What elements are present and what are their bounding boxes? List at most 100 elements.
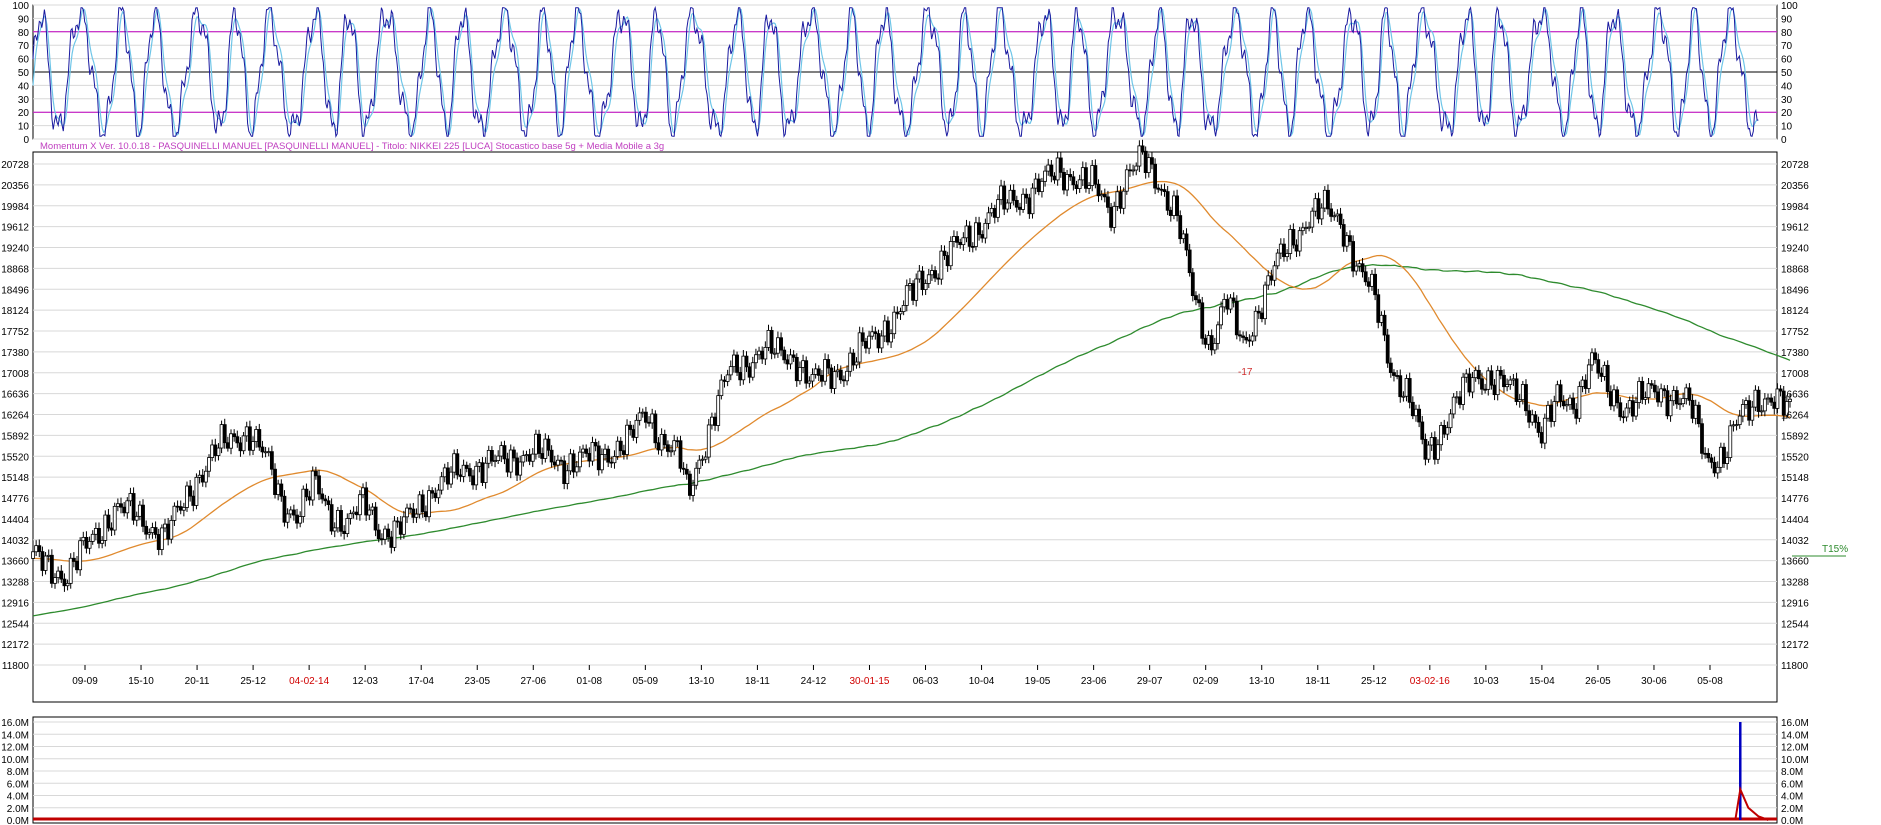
candle-body <box>1778 388 1783 392</box>
price-tick-label: 19240 <box>1781 244 1809 255</box>
candle-body <box>1533 414 1538 423</box>
candle-body <box>1480 378 1484 390</box>
candle-body <box>1555 384 1560 402</box>
candle-body <box>1285 253 1290 258</box>
candle-body <box>1772 401 1777 409</box>
moving-average-long <box>32 263 1791 617</box>
candle-body <box>1058 157 1063 173</box>
candle-body <box>788 354 793 365</box>
candle-body <box>59 570 64 580</box>
candle-body <box>776 337 780 354</box>
candle-body <box>1445 427 1450 435</box>
candle-body <box>471 475 475 486</box>
candle-body <box>1247 339 1252 342</box>
candle-body <box>593 442 598 447</box>
candle-body <box>442 467 447 478</box>
candle-body <box>213 444 218 456</box>
candle-body <box>829 367 834 389</box>
candle-body <box>1115 191 1120 207</box>
candle-body <box>1382 314 1387 336</box>
stochastic-tick-label: 0 <box>1781 135 1787 146</box>
candle-body <box>1662 388 1667 392</box>
date-tick-label: 01-08 <box>577 676 603 687</box>
candle-body <box>1106 196 1110 208</box>
candle-body <box>260 446 265 453</box>
candle-body <box>1049 164 1054 177</box>
candle-body <box>750 362 755 378</box>
price-tick-label: 12916 <box>1781 598 1809 609</box>
candle-body <box>1690 399 1695 419</box>
candle-body <box>1238 334 1242 337</box>
candle-body <box>794 356 799 382</box>
candle-body <box>666 444 670 452</box>
candle-body <box>1502 374 1506 388</box>
candle-body <box>596 445 601 471</box>
candle-body <box>1571 397 1576 410</box>
candle-body <box>1520 384 1525 401</box>
candle-body <box>1256 310 1261 314</box>
candle-body <box>1734 424 1739 427</box>
candle-body <box>659 434 664 451</box>
price-tick-label: 12172 <box>1 640 29 651</box>
candle-body <box>254 429 259 443</box>
price-tick-label: 12172 <box>1781 640 1809 651</box>
price-tick-label: 18868 <box>1781 264 1809 275</box>
candle-body <box>1071 176 1076 186</box>
price-tick-label: 17752 <box>1781 327 1809 338</box>
candle-body <box>1153 163 1157 189</box>
price-tick-label: 19240 <box>1 244 29 255</box>
candle-body <box>1307 226 1312 229</box>
candle-body <box>999 185 1003 201</box>
candle-body <box>119 503 123 508</box>
candle-body <box>1668 400 1673 417</box>
candle-body <box>348 513 353 519</box>
price-tick-label: 12916 <box>1 598 29 609</box>
candle-body <box>688 473 692 496</box>
stochastic-tick-label: 90 <box>1781 14 1793 25</box>
candle-body <box>992 207 997 218</box>
candle-body <box>892 311 897 335</box>
candle-body <box>1750 406 1755 421</box>
candle-body <box>747 366 752 378</box>
candle-body <box>46 554 51 557</box>
candle-body <box>1143 150 1148 173</box>
candle-body <box>1172 195 1176 216</box>
candle-body <box>882 320 887 337</box>
candle-body <box>178 506 183 511</box>
price-tick-label: 17008 <box>1 369 29 380</box>
candle-body <box>1187 249 1192 274</box>
volume-tick-label: 14.0M <box>1781 730 1809 741</box>
volume-bars <box>33 722 1777 821</box>
candle-body <box>609 461 614 464</box>
candle-body <box>373 506 378 531</box>
candle-body <box>628 424 633 430</box>
candle-body <box>1203 337 1208 345</box>
candle-body <box>1470 377 1475 393</box>
candle-body <box>1423 438 1428 460</box>
candle-body <box>1184 233 1189 251</box>
candle-body <box>738 371 743 381</box>
candle-body <box>266 451 271 454</box>
candle-body <box>1624 407 1629 418</box>
candle-body <box>134 515 139 521</box>
candle-body <box>622 450 626 455</box>
candle-body <box>1294 244 1299 252</box>
candle-body <box>1228 297 1233 310</box>
candle-body <box>1040 180 1044 193</box>
candle-body <box>1407 378 1412 403</box>
candle-body <box>1300 227 1305 232</box>
candle-body <box>1222 298 1227 308</box>
candle-body <box>1024 193 1029 199</box>
candle-body <box>417 494 422 515</box>
candle-body <box>1414 408 1418 417</box>
candle-body <box>1671 390 1676 402</box>
date-tick-label: 25-12 <box>240 676 266 687</box>
volume-tick-label: 2.0M <box>7 804 29 815</box>
candle-body <box>1052 175 1057 181</box>
candle-body <box>1326 189 1330 210</box>
price-tick-label: 20356 <box>1 181 29 192</box>
candle-body <box>238 442 243 452</box>
volume-tick-label: 10.0M <box>1781 755 1809 766</box>
candle-body <box>845 370 849 382</box>
candle-body <box>1033 178 1038 189</box>
